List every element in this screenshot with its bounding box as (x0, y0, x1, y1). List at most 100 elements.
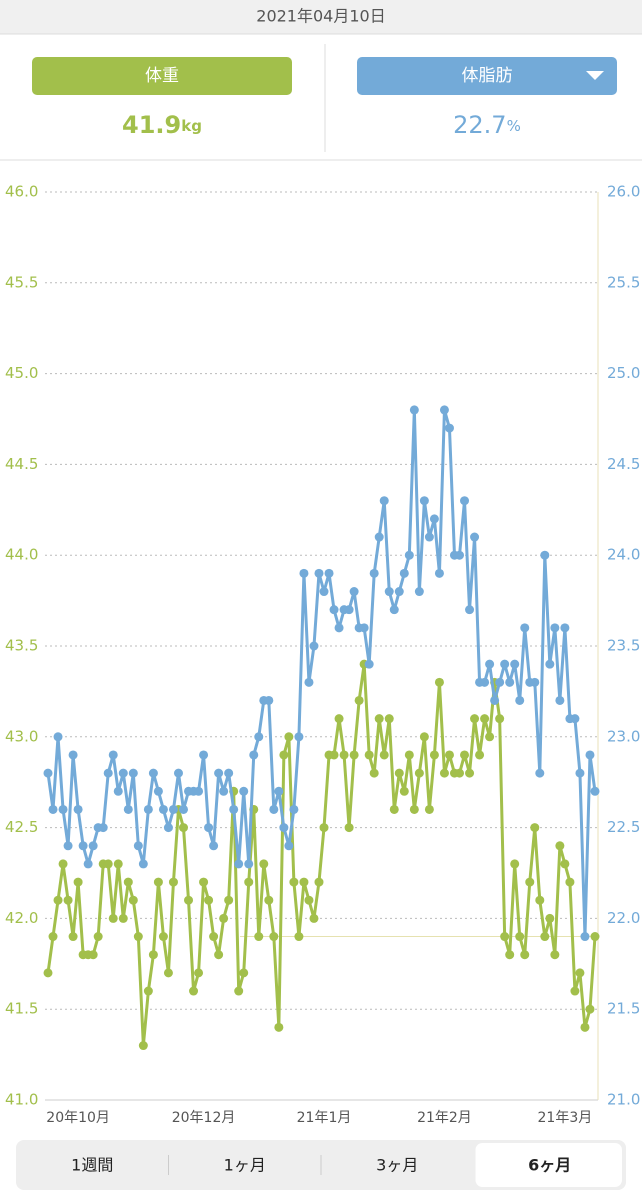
data-point (294, 732, 304, 742)
data-point (379, 496, 389, 506)
data-point (329, 750, 339, 760)
data-point (63, 895, 73, 905)
dropdown-arrow[interactable] (586, 71, 604, 80)
data-point (510, 659, 520, 669)
data-point (239, 968, 249, 978)
data-point (394, 768, 404, 778)
data-point (434, 568, 444, 578)
data-point (590, 932, 600, 942)
data-point (485, 732, 495, 742)
tab[interactable]: 6ヶ月 (528, 1156, 571, 1175)
data-point (364, 750, 374, 760)
tab[interactable]: 3ヶ月 (376, 1156, 418, 1175)
data-point (495, 677, 505, 687)
data-point (429, 750, 439, 760)
data-point (404, 550, 414, 560)
weight-button[interactable] (32, 57, 292, 95)
data-point (204, 895, 214, 905)
x-tick-label: 20年12月 (172, 1110, 236, 1126)
data-point (409, 405, 419, 415)
data-point (73, 804, 83, 814)
data-point (133, 841, 143, 851)
tab[interactable]: 1週間 (71, 1156, 113, 1175)
data-point (419, 496, 429, 506)
y2-tick-label: 22.5 (607, 818, 640, 836)
data-point (199, 750, 209, 760)
y2-tick-label: 22.0 (607, 909, 640, 927)
data-point (68, 750, 78, 760)
data-point (490, 695, 500, 705)
data-point (249, 750, 259, 760)
data-point (279, 750, 289, 760)
data-point (173, 768, 183, 778)
data-point (590, 786, 600, 796)
y-tick-label: 46.0 (5, 183, 38, 201)
data-point (349, 750, 359, 760)
data-point (244, 877, 254, 887)
data-point (309, 641, 319, 651)
data-point (374, 714, 384, 724)
data-point (314, 877, 324, 887)
x-tick-label: 21年2月 (417, 1110, 472, 1126)
data-point (53, 895, 63, 905)
tab-selected (475, 1143, 622, 1187)
y-tick-label: 42.5 (5, 818, 38, 836)
data-point (254, 732, 264, 742)
body-fat-value: 22.7% (453, 111, 521, 139)
data-point (78, 841, 88, 851)
data-point (148, 768, 158, 778)
y-tick-label: 41.5 (5, 1000, 38, 1018)
data-point (374, 532, 384, 542)
data-point (334, 623, 344, 633)
data-point (460, 750, 470, 760)
data-point (43, 968, 53, 978)
tab[interactable]: 1ヶ月 (224, 1156, 266, 1175)
data-point (158, 932, 168, 942)
data-point (194, 968, 204, 978)
data-point (309, 913, 319, 923)
data-point (319, 587, 329, 597)
data-point (505, 950, 515, 960)
data-point (48, 932, 58, 942)
data-point (570, 714, 580, 724)
data-point (73, 877, 83, 887)
y-tick-label: 42.0 (5, 909, 38, 927)
data-point (88, 950, 98, 960)
data-point (520, 623, 530, 633)
data-point (429, 514, 439, 524)
data-point (399, 786, 409, 796)
data-point (580, 1022, 590, 1032)
data-point (480, 677, 490, 687)
data-point (359, 623, 369, 633)
body-fat-label[interactable]: 体脂肪 (462, 66, 513, 86)
data-point (244, 859, 254, 869)
chart: 41.0 41.5 42.0 42.5 43.0 43.5 44.0 44.5 45.0 45.5… (5, 183, 640, 1127)
data-point (585, 1004, 595, 1014)
tabs: 1週間 1ヶ月 3ヶ月 6ヶ月 (71, 1143, 622, 1187)
data-point (349, 587, 359, 597)
data-point (444, 750, 454, 760)
weight-value: 41.9kg (122, 111, 202, 139)
data-point (540, 932, 550, 942)
data-point (389, 605, 399, 615)
data-point (284, 841, 294, 851)
data-point (108, 750, 118, 760)
data-point (495, 714, 505, 724)
data-point (329, 605, 339, 615)
data-point (409, 804, 419, 814)
x-tick-label: 21年3月 (538, 1110, 593, 1126)
data-point (163, 823, 173, 833)
weight-label[interactable]: 体重 (145, 66, 179, 86)
data-point (555, 841, 565, 851)
data-point (545, 659, 555, 669)
data-point (43, 768, 53, 778)
data-point (470, 714, 480, 724)
data-point (299, 568, 309, 578)
body-fat-button[interactable] (357, 57, 617, 95)
data-point (299, 877, 309, 887)
data-point (384, 714, 394, 724)
y2-tick-label: 24.0 (607, 546, 640, 564)
data-point (379, 750, 389, 760)
data-point (289, 804, 299, 814)
data-point (455, 550, 465, 560)
